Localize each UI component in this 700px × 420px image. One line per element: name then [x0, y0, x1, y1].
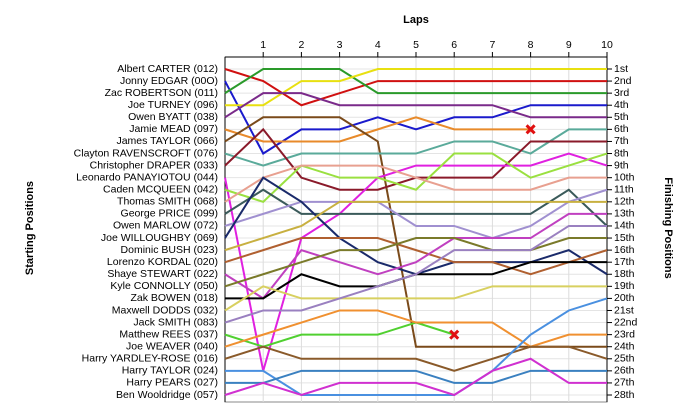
finish-label: 23rd [614, 328, 635, 340]
x-tick-label: 3 [337, 39, 343, 51]
start-label: Caden MCQUEEN (042) [103, 184, 218, 196]
finish-label: 27th [614, 377, 635, 389]
series-line [224, 116, 531, 143]
series-line [225, 68, 607, 107]
series-line [224, 357, 607, 397]
series-line [224, 152, 608, 203]
series-line [224, 237, 608, 276]
x-tick-label: 10 [601, 39, 613, 51]
start-label: Harry PEARS (027) [126, 377, 218, 389]
start-label: Leonardo PANAYIOTOU (044) [76, 171, 218, 183]
start-label: Joe WEAVER (040) [126, 340, 218, 352]
start-label: Kyle CONNOLLY (050) [110, 280, 218, 292]
x-tick-label: 1 [260, 39, 266, 51]
finish-label: 16th [614, 244, 635, 256]
series-line [224, 285, 607, 312]
series-line [224, 345, 608, 372]
series-line [224, 80, 607, 155]
x-tick-label: 5 [413, 39, 419, 51]
start-label: Dominic BUSH (023) [121, 244, 218, 256]
finish-label: 3rd [614, 87, 629, 99]
series-line [224, 164, 607, 203]
series-line [224, 68, 607, 107]
finish-label: 11th [614, 184, 634, 196]
finish-label: 25th [614, 353, 635, 365]
finish-label: 18th [614, 268, 635, 280]
y2-axis-label: Finishing Positions [662, 177, 674, 278]
series-line [224, 237, 607, 288]
finish-label: 12th [614, 196, 635, 208]
crash-marker [449, 329, 460, 340]
finish-label: 20th [614, 292, 635, 304]
start-label: James TAYLOR (066) [116, 135, 218, 147]
start-label: Jonny EDGAR (00O) [120, 75, 218, 87]
finish-label: 22nd [614, 316, 638, 328]
x-tick-label: 4 [375, 39, 381, 51]
series-line [225, 297, 608, 396]
start-label: Owen MARLOW (072) [113, 220, 218, 232]
series-line [225, 369, 607, 384]
start-label: Zac ROBERTSON (011) [105, 87, 218, 99]
series-line [224, 92, 607, 119]
start-label: Joe WILLOUGHBY (069) [101, 232, 218, 244]
crash-marker [525, 124, 536, 135]
finish-label: 13th [614, 208, 635, 220]
finish-label: 8th [614, 147, 629, 159]
series-line [224, 200, 607, 252]
start-label: George PRICE (099) [121, 208, 218, 220]
finish-label: 15th [614, 232, 635, 244]
finish-label: 14th [614, 220, 635, 232]
start-label: Jack SMITH (083) [133, 316, 218, 328]
x-tick-label: 8 [528, 39, 534, 51]
start-label: Owen BYATT (038) [128, 111, 218, 123]
finish-label: 19th [614, 280, 635, 292]
finish-label: 1st [614, 63, 628, 75]
start-label: Ben Wooldridge (057) [116, 389, 218, 401]
start-label: Christopher DRAPER (033) [90, 159, 218, 171]
start-label: Shaye STEWART (022) [107, 268, 218, 280]
finish-label: 24th [614, 340, 635, 352]
start-label: Zak BOWEN (018) [130, 292, 218, 304]
finish-label: 26th [614, 365, 635, 377]
start-label: Maxwell DODDS (032) [112, 304, 218, 316]
start-label: Clayton RAVENSCROFT (076) [74, 147, 218, 159]
finish-label: 7th [614, 135, 629, 147]
finish-label: 5th [614, 111, 629, 123]
start-label: Harry TAYLOR (024) [122, 365, 218, 377]
series-line [224, 309, 607, 348]
finish-label: 28th [614, 389, 635, 401]
finish-label: 6th [614, 123, 629, 135]
finish-label: 21st [614, 304, 634, 316]
start-label: Thomas SMITH (068) [117, 196, 218, 208]
start-label: Joe TURNEY (096) [128, 99, 218, 111]
finish-label: 17th [614, 256, 635, 268]
chart-title: Laps [403, 14, 429, 26]
x-tick-label: 9 [566, 39, 572, 51]
series-line [224, 188, 608, 240]
start-label: Matthew REES (037) [119, 328, 218, 340]
finish-label: 9th [614, 159, 629, 171]
y-axis-label: Starting Positions [24, 181, 36, 275]
series-line [224, 68, 607, 95]
x-tick-label: 2 [298, 39, 304, 51]
series-line [224, 224, 607, 324]
start-label: Harry YARDLEY-ROSE (016) [82, 353, 218, 365]
series-line [224, 128, 607, 167]
finish-label: 2nd [614, 75, 632, 87]
x-tick-label: 6 [451, 39, 457, 51]
start-label: Lorenzo KORDAL (020) [107, 256, 218, 268]
start-label: Jamie MEAD (097) [129, 123, 218, 135]
start-label: Albert CARTER (012) [117, 63, 218, 75]
finish-label: 4th [614, 99, 629, 111]
x-tick-label: 7 [489, 39, 495, 51]
finish-label: 10th [614, 171, 635, 183]
